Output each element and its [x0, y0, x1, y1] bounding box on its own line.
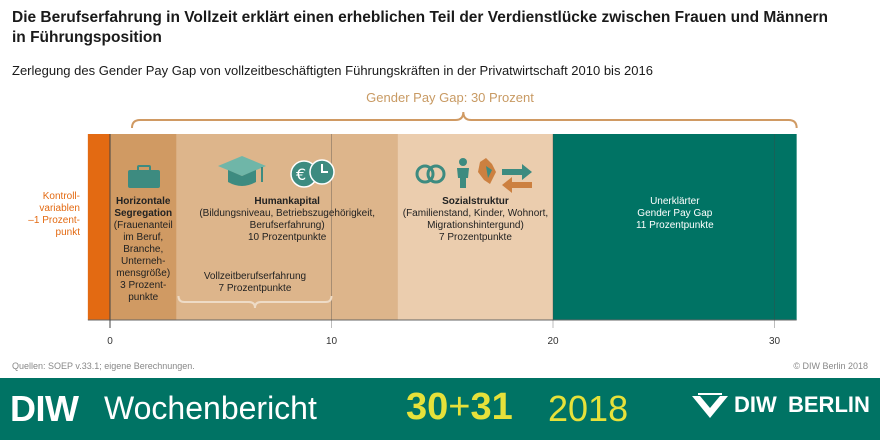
tick-label-30: 30 [768, 336, 781, 347]
arrows-icon [502, 164, 532, 193]
svg-text:€: € [296, 165, 306, 184]
chart: € [87, 111, 798, 328]
person-icon [457, 158, 469, 188]
footer-issue-a: 30 [406, 386, 449, 428]
segment-label-3: Sozialstruktur (Familienstand, Kinder, Wo… [402, 196, 549, 243]
chart-subtitle: Zerlegung des Gender Pay Gap von vollzei… [12, 63, 653, 78]
footer-wochenbericht: Wochenbericht [104, 390, 317, 426]
euro-clock-icon: € [290, 159, 335, 188]
sub-annotation-brace [177, 295, 333, 309]
copyright-note: © DIW Berlin 2018 [793, 361, 868, 371]
tick-label-20: 20 [547, 336, 559, 347]
tick-label-10: 10 [325, 336, 338, 347]
map-icon [478, 158, 496, 184]
rings-icon [415, 164, 446, 184]
briefcase-icon [128, 165, 160, 188]
segment-label-4: Unerklärter Gender Pay Gap 11 Prozentpunkt… [635, 196, 714, 231]
total-gap-label: Gender Pay Gap: 30 Prozent [366, 90, 534, 105]
footer-issue-b: 31 [470, 386, 513, 428]
footer-year: 2018 [548, 388, 629, 429]
footer-banner: DIW Wochenbericht 30+31 2018 DIW BERLIN [0, 378, 880, 440]
footer-issue-plus: + [448, 386, 471, 428]
footer-issue: 30+31 [406, 386, 513, 429]
control-variables-label: Kontroll-variablen –1 Prozent-punkt [28, 191, 80, 238]
chart-title: Die Berufserfahrung in Vollzeit erklärt … [12, 9, 828, 46]
bar-segment-2 [176, 134, 398, 320]
total-gap-brace [131, 111, 798, 129]
bar-segment-0 [87, 134, 110, 320]
segment-label-1: Horizontale Segregation (Frauenanteil im Be… [113, 196, 173, 303]
bar-segment-4 [553, 134, 797, 320]
full-time-experience-label: Vollzeitberufserfahrung 7 Prozentpunkte [203, 271, 307, 294]
footer-logo-diw: DIW [734, 392, 777, 417]
graduation-cap-icon [218, 156, 266, 186]
tick-label-0: 0 [107, 336, 113, 347]
footer-diw: DIW [10, 388, 79, 429]
footer-logo-berlin: BERLIN [788, 392, 870, 417]
segment-label-2: Humankapital (Bildungsniveau, Betriebszug… [199, 196, 376, 243]
diw-logo-icon [692, 393, 728, 418]
source-note: Quellen: SOEP v.33.1; eigene Berechnunge… [12, 361, 195, 371]
